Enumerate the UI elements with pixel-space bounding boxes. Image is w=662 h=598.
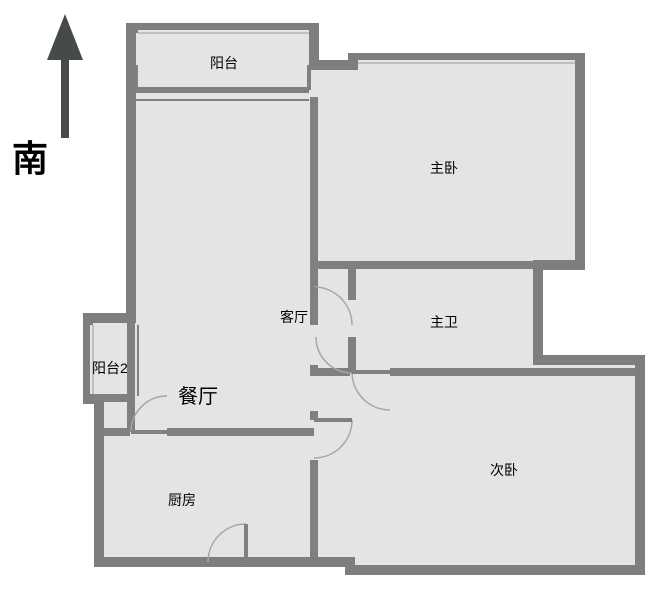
direction-label: 南: [12, 130, 48, 182]
room-label-balcony2: 阳台2: [92, 358, 128, 378]
room-label-kitchen: 厨房: [168, 490, 196, 510]
room-label-master_bath: 主卫: [430, 312, 458, 332]
room-label-balcony: 阳台: [210, 53, 238, 73]
north-arrow: [47, 14, 83, 138]
room-label-living: 客厅: [280, 307, 308, 327]
room-label-second_bed: 次卧: [490, 460, 518, 480]
room-label-master_bed: 主卧: [430, 158, 458, 178]
floorplan-canvas: [0, 0, 662, 598]
floor-fill: [88, 28, 640, 570]
room-label-dining: 餐厅: [178, 380, 218, 409]
